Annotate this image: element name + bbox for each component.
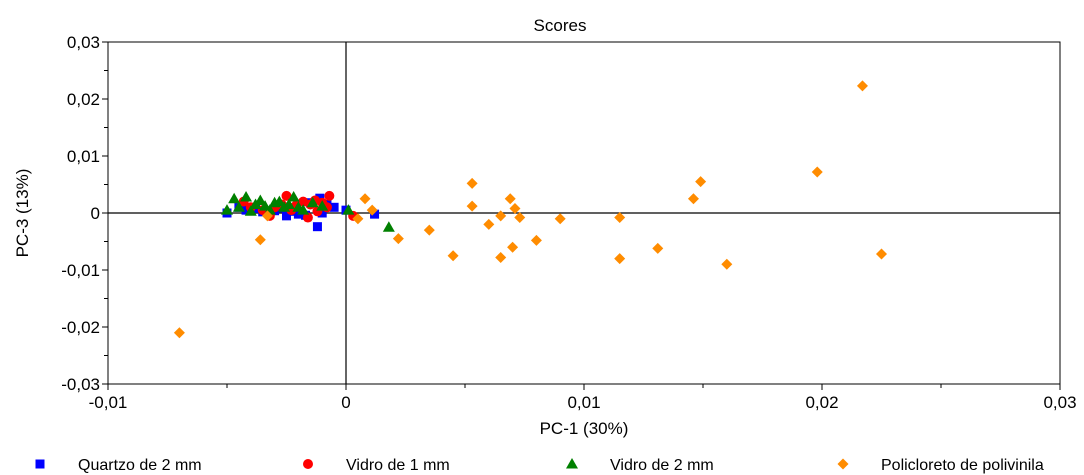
data-point [342,204,355,215]
data-point [329,202,339,212]
data-point [359,193,371,205]
y-tick-label: -0,03 [61,375,100,394]
y-tick-label: -0,01 [61,261,100,280]
data-point [273,195,286,207]
legend-item: Vidro de 1 mm [303,457,450,474]
y-tick-label: 0,03 [67,33,100,52]
legend-item: Quartzo de 2 mm [35,457,202,474]
x-tick-label: -0,01 [89,393,128,412]
x-tick-label: 0,02 [805,393,838,412]
data-point [811,166,823,178]
data-point [423,224,435,236]
data-point [306,196,319,208]
data-point [241,205,251,215]
data-point [297,204,310,215]
data-point [466,200,478,212]
data-point [495,251,507,263]
data-point [504,193,516,205]
data-point [261,210,273,222]
data-point [483,218,495,230]
data-point [695,176,707,188]
data-point [240,191,253,202]
y-tick-label: 0,01 [67,147,100,166]
data-point [316,200,329,211]
x-tick-label: 0,03 [1043,393,1076,412]
x-tick-label: 0,01 [567,393,600,412]
data-points [173,80,887,339]
legend-label: Vidro de 2 mm [610,457,714,474]
legend-label: Vidro de 1 mm [346,457,450,474]
data-point [514,212,526,224]
data-point [281,190,292,201]
data-point [495,210,507,222]
data-point [721,258,733,270]
x-tick-label: 0 [341,393,350,412]
legend-label: Quartzo de 2 mm [78,457,202,474]
data-point [507,241,519,253]
legend-item: Vidro de 2 mm [566,457,714,474]
legend-label: Policloreto de polivinila [881,457,1044,474]
data-point [509,202,521,214]
data-point [254,194,267,205]
data-point [447,250,459,262]
data-point [312,222,322,232]
data-point [282,211,291,221]
data-point [302,212,313,223]
y-tick-label: 0 [91,204,100,223]
legend: Quartzo de 2 mm Vidro de 1 mm Vidro de 2 m… [35,457,1044,474]
y-tick-label: -0,02 [61,318,100,337]
data-point [315,193,325,203]
legend-marker [566,458,578,469]
data-point [366,204,378,216]
legend-marker [303,459,313,469]
legend-marker [35,459,45,469]
x-axis: -0,01 0 0,01 0,02 0,03 [89,384,1077,412]
data-point [856,80,868,92]
data-point [254,234,266,246]
y-tick-label: 0,02 [67,90,100,109]
data-point [232,201,245,212]
data-point [370,209,380,219]
data-point [244,205,257,216]
data-point [317,208,327,218]
data-point [392,233,404,245]
data-point [687,193,699,205]
legend-marker [837,458,849,470]
y-axis: 0,03 0,02 0,01 0 -0,01 -0,02 -0,03 [61,33,108,394]
data-point [554,213,566,225]
data-point [466,177,478,189]
y-axis-title: PC-3 (13%) [13,169,32,258]
series-diamond [173,80,887,339]
data-point [352,213,364,225]
data-point [173,327,185,339]
data-point [614,253,626,265]
data-point [228,192,241,204]
data-point [382,221,395,232]
data-point [282,198,295,209]
data-point [287,191,300,202]
chart-title: Scores [534,16,587,35]
data-point [324,190,335,201]
data-point [614,212,626,224]
legend-item: Policloreto de polivinila [837,457,1044,474]
data-point [876,248,887,260]
data-point [221,204,233,215]
data-point [652,242,664,254]
x-axis-title: PC-1 (30%) [540,419,629,438]
data-point [530,234,542,246]
data-point [278,201,291,212]
